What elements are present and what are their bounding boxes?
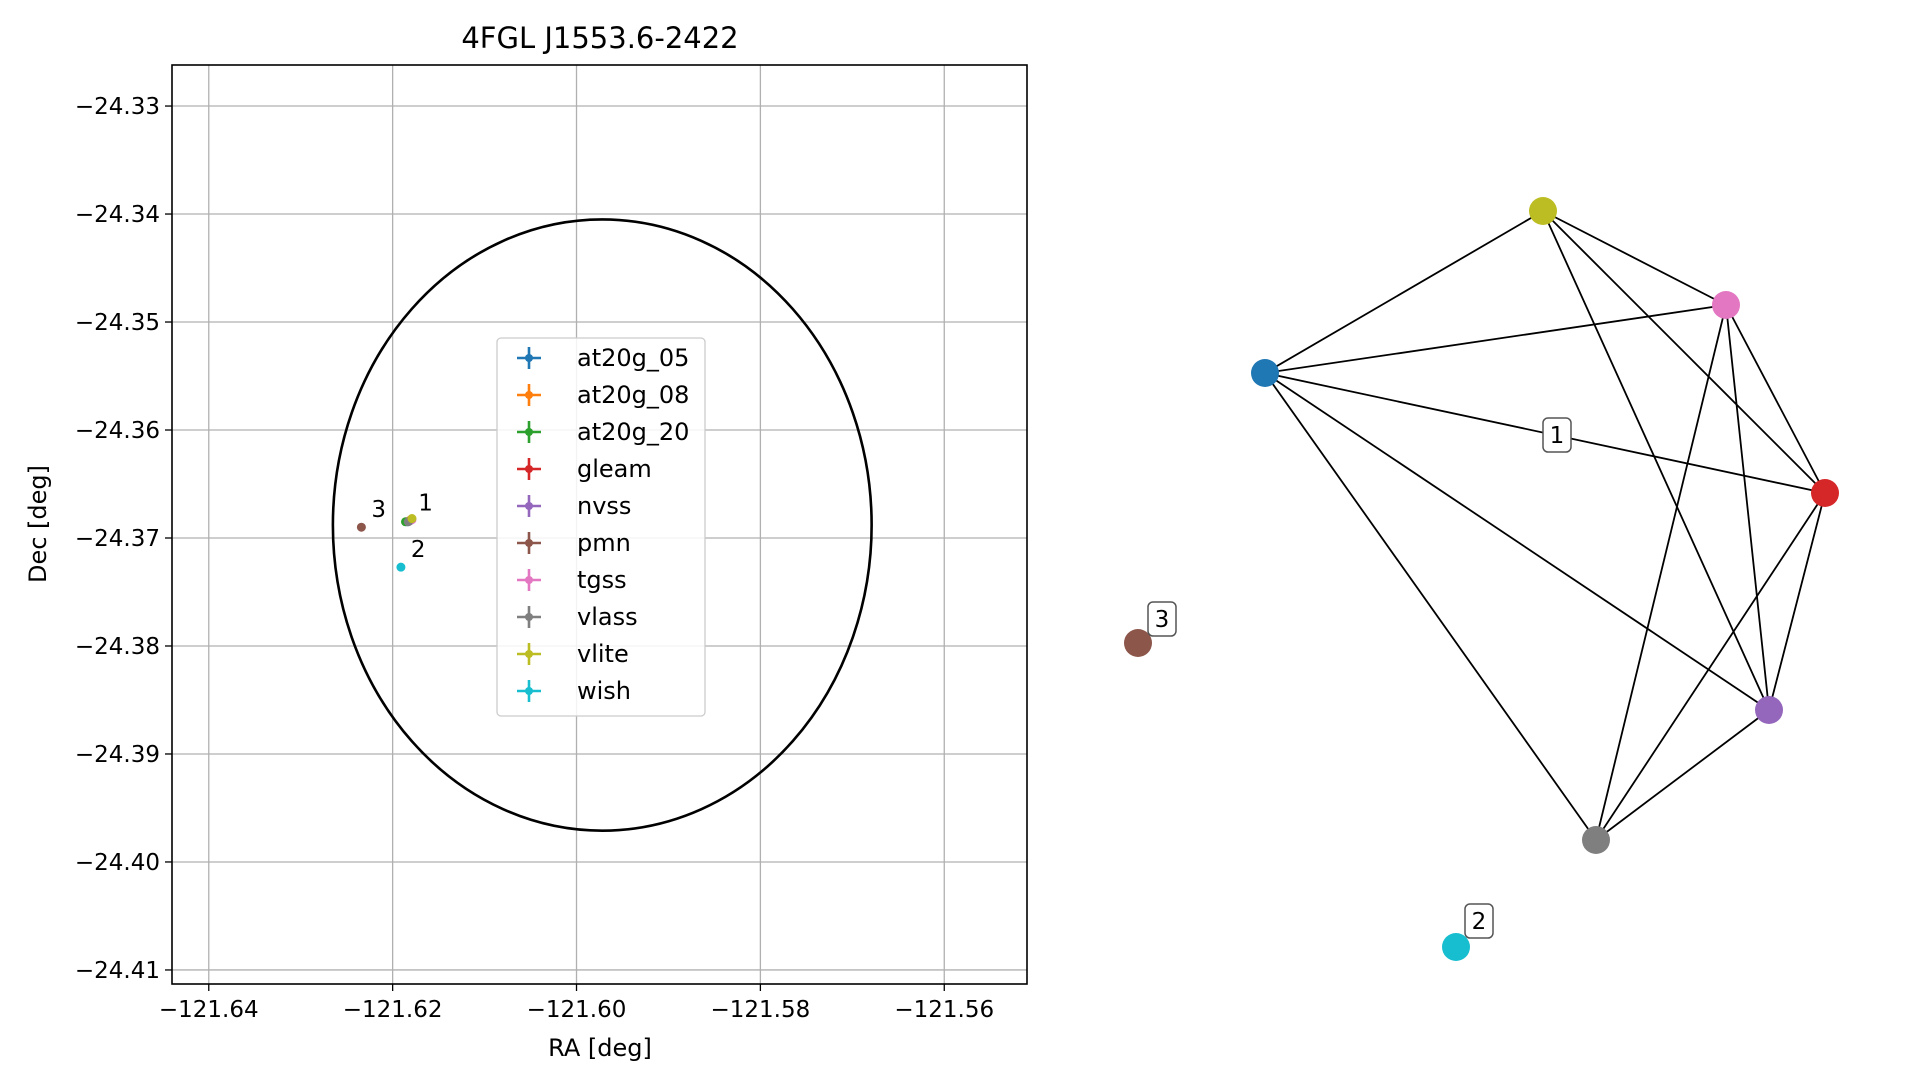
edge-vlite-gleam bbox=[1542, 210, 1826, 494]
legend-entry-tgss: tgss bbox=[517, 566, 627, 594]
legend-box bbox=[496, 337, 706, 717]
legend-label: pmn bbox=[577, 529, 631, 557]
point-annotations: 1 23 bbox=[371, 491, 433, 563]
group-label-text: 1 bbox=[1550, 423, 1565, 449]
edge-at20g_05-nvss bbox=[1264, 372, 1770, 711]
group-label-text: 2 bbox=[1472, 909, 1487, 935]
chart-title: 4FGL J1553.6-2422 bbox=[461, 21, 738, 55]
x-tick-label: −121.64 bbox=[159, 997, 259, 1023]
graph-group-labels: 1 2 3 bbox=[1147, 417, 1572, 939]
edge-nvss-vlass bbox=[1595, 709, 1770, 841]
legend-entry-pmn: pmn bbox=[517, 529, 631, 557]
ellipse-outline bbox=[331, 218, 873, 832]
graph-edges bbox=[1264, 210, 1826, 841]
legend-marker-dot bbox=[525, 391, 533, 399]
legend-label: tgss bbox=[577, 566, 627, 594]
edge-vlite-tgss bbox=[1542, 210, 1727, 306]
x-tick-label: −121.62 bbox=[343, 997, 443, 1023]
legend-label: at20g_05 bbox=[577, 344, 689, 372]
legend-entry-at20g_20: at20g_20 bbox=[517, 418, 689, 446]
legend-marker-dot bbox=[525, 576, 533, 584]
legend-marker-dot bbox=[525, 428, 533, 436]
edge-at20g_05-vlite bbox=[1264, 210, 1544, 374]
legend-entry-vlite: vlite bbox=[517, 640, 629, 668]
group-label-2: 2 bbox=[1464, 903, 1494, 939]
point-vlite bbox=[407, 514, 417, 524]
legend-entry-nvss: nvss bbox=[517, 492, 631, 520]
network-panel: 1 2 3 bbox=[1124, 197, 1839, 961]
node-pmn bbox=[1124, 629, 1152, 657]
edge-gleam-nvss bbox=[1768, 492, 1826, 711]
y-axis-label: Dec [deg] bbox=[24, 465, 52, 583]
data-points bbox=[356, 514, 417, 572]
grid-lines bbox=[172, 65, 1027, 984]
legend-label: vlass bbox=[577, 603, 638, 631]
edge-at20g_05-vlass bbox=[1264, 372, 1597, 841]
y-tick-label: −24.38 bbox=[75, 634, 160, 660]
legend-marker-dot bbox=[525, 539, 533, 547]
y-axis-ticks: −24.33 −24.34 −24.35 −24.36 −24.37 −24.38 −24.… bbox=[75, 94, 172, 984]
group-label-text: 3 bbox=[1155, 607, 1170, 633]
legend-marker-dot bbox=[525, 465, 533, 473]
node-wish bbox=[1442, 933, 1470, 961]
legend-label: gleam bbox=[577, 455, 652, 483]
node-at20g_05 bbox=[1251, 359, 1279, 387]
legend-marker-dot bbox=[525, 613, 533, 621]
node-vlass bbox=[1582, 826, 1610, 854]
point-wish bbox=[396, 562, 406, 572]
group-label-box bbox=[1147, 601, 1177, 637]
x-tick-label: −121.58 bbox=[711, 997, 811, 1023]
point-pmn bbox=[356, 522, 366, 532]
y-tick-label: −24.41 bbox=[75, 958, 160, 984]
legend-entry-wish: wish bbox=[517, 677, 631, 705]
y-tick-label: −24.37 bbox=[75, 526, 160, 552]
legend-entry-at20g_08: at20g_08 bbox=[517, 381, 689, 409]
legend-label: at20g_20 bbox=[577, 418, 689, 446]
x-axis-label: RA [deg] bbox=[548, 1034, 652, 1062]
edge-at20g_05-tgss bbox=[1264, 304, 1727, 374]
graph-nodes bbox=[1124, 197, 1839, 961]
legend-entry-gleam: gleam bbox=[517, 455, 652, 483]
y-tick-label: −24.40 bbox=[75, 850, 160, 876]
legend-entry-vlass: vlass bbox=[517, 603, 638, 631]
edge-vlite-nvss bbox=[1542, 210, 1770, 711]
group-label-3: 3 bbox=[1147, 601, 1177, 637]
localization-ellipse bbox=[331, 218, 873, 832]
y-tick-label: −24.35 bbox=[75, 310, 160, 336]
group-label-box bbox=[1464, 903, 1494, 939]
group-label-1: 1 bbox=[1542, 417, 1572, 453]
plot-frame bbox=[171, 64, 1028, 985]
x-tick-label: −121.56 bbox=[894, 997, 994, 1023]
node-gleam bbox=[1811, 479, 1839, 507]
x-tick-label: −121.60 bbox=[527, 997, 627, 1023]
group-label-box bbox=[1542, 417, 1572, 453]
edge-tgss-gleam bbox=[1725, 304, 1826, 494]
legend-marker-dot bbox=[525, 687, 533, 695]
legend-marker-dot bbox=[525, 502, 533, 510]
legend-marker-dot bbox=[525, 650, 533, 658]
node-nvss bbox=[1755, 696, 1783, 724]
y-tick-label: −24.36 bbox=[75, 418, 160, 444]
edge-gleam-vlass bbox=[1595, 492, 1826, 841]
edge-tgss-vlass bbox=[1595, 304, 1727, 841]
annotation-2: 2 bbox=[411, 537, 426, 563]
legend-marker-dot bbox=[525, 354, 533, 362]
y-tick-label: −24.39 bbox=[75, 742, 160, 768]
legend-label: wish bbox=[577, 677, 631, 705]
y-tick-label: −24.33 bbox=[75, 94, 160, 120]
y-tick-label: −24.34 bbox=[75, 202, 160, 228]
x-axis-ticks: −121.64 −121.62 −121.60 −121.58 −121.56 bbox=[159, 984, 994, 1023]
annotation-1: 1 bbox=[418, 491, 433, 517]
edge-tgss-nvss bbox=[1725, 304, 1770, 711]
legend-label: vlite bbox=[577, 640, 629, 668]
legend-label: at20g_08 bbox=[577, 381, 689, 409]
annotation-3: 3 bbox=[371, 497, 386, 523]
node-tgss bbox=[1712, 291, 1740, 319]
node-vlite bbox=[1529, 197, 1557, 225]
legend-label: nvss bbox=[577, 492, 631, 520]
scatter-panel: 4FGL J1553.6-2422 123 −121.64 −121.62 −121… bbox=[24, 21, 1028, 1062]
legend-entry-at20g_05: at20g_05 bbox=[517, 344, 689, 372]
